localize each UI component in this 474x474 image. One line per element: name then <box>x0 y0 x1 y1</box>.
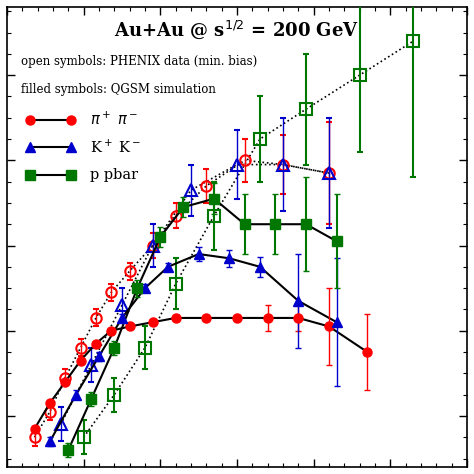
Text: K$^+$ K$^-$: K$^+$ K$^-$ <box>90 138 141 156</box>
Text: $\pi^+$ $\pi^-$: $\pi^+$ $\pi^-$ <box>90 111 138 128</box>
Text: filled symbols: QGSM simulation: filled symbols: QGSM simulation <box>21 83 216 96</box>
Text: open symbols: PHENIX data (min. bias): open symbols: PHENIX data (min. bias) <box>21 55 257 68</box>
Text: p pbar: p pbar <box>90 168 138 182</box>
Text: Au+Au @ s$^{1/2}$ = 200 GeV: Au+Au @ s$^{1/2}$ = 200 GeV <box>115 18 359 41</box>
